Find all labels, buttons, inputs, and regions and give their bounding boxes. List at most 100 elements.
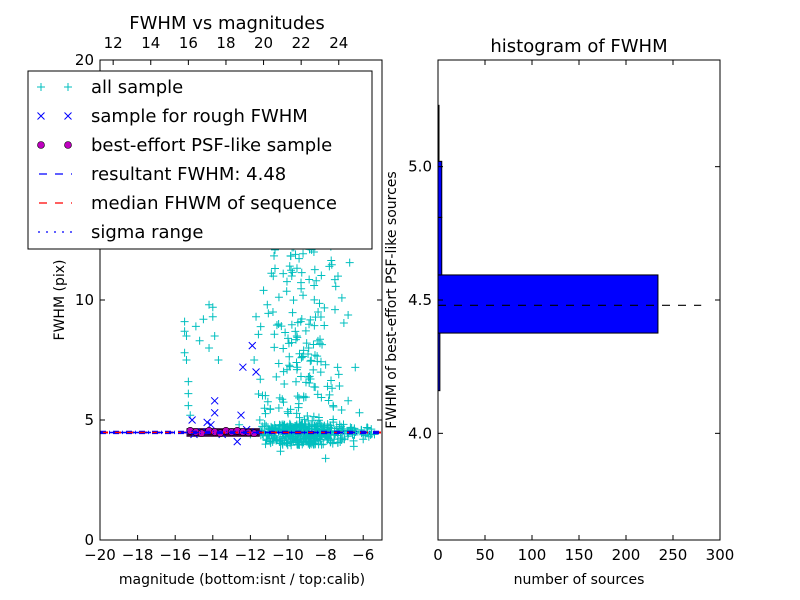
plus-marker [256,322,265,331]
plus-marker [293,440,302,449]
plus-marker [364,432,373,441]
plus-marker [261,440,270,449]
plus-marker [315,299,324,308]
plus-marker [274,359,283,368]
plus-marker [258,391,267,400]
top-x-tick-label: 16 [179,34,198,52]
plus-marker [289,296,298,305]
plus-marker [325,390,334,399]
histogram-bars [437,104,659,392]
plus-marker [261,409,270,418]
legend-label: all sample [91,77,183,98]
plus-marker [338,434,347,443]
plus-marker [214,356,223,364]
x-marker [210,408,219,417]
plus-marker [344,396,353,405]
plus-marker [345,258,354,267]
plus-marker [288,268,297,277]
plus-marker [195,336,204,345]
y-tick-label: 5.0 [408,158,432,176]
plus-marker [351,363,360,372]
histogram-xlabel: number of sources [514,572,645,588]
plus-marker [283,441,292,450]
top-x-tick-label: 24 [329,34,348,52]
y-tick-label: 20 [75,51,94,69]
plus-marker [334,370,343,379]
plus-marker [309,340,318,349]
plus-marker [316,419,325,428]
plus-marker [317,393,326,402]
plus-marker [266,404,275,413]
plus-marker [297,284,306,293]
plus-marker [310,281,319,290]
plus-marker [199,315,208,324]
plus-marker [344,310,353,319]
plus-marker [287,437,296,446]
x-tick-label: −10 [272,546,304,564]
legend-item: median FHWM of sequence [38,193,337,214]
plus-marker [287,320,296,329]
histogram-panel: 0 50 100 150 200 250 300 4.0 4.5 5.0 histogram of… [384,36,734,588]
plus-marker [184,401,193,410]
plus-marker [284,339,293,348]
plus-marker [270,343,279,352]
plus-marker [314,413,323,422]
plus-marker [283,439,292,448]
plus-marker [184,389,193,398]
plus-marker [313,390,322,399]
plus-marker [305,379,314,388]
plus-marker [259,286,268,295]
plus-marker [309,365,318,374]
plus-marker [295,413,304,422]
plus-marker [304,416,313,425]
plus-marker [293,363,302,372]
plus-marker [326,438,335,447]
plus-marker [311,440,320,449]
y-tick-label: 0 [84,531,94,549]
plus-marker [282,287,291,296]
plus-marker [268,437,277,446]
plus-marker [292,409,301,418]
plus-marker [281,328,290,337]
plus-marker [337,293,346,302]
plus-marker [254,330,263,339]
plus-marker [277,436,286,445]
plus-marker [306,357,315,366]
plus-marker [304,344,313,352]
x-marker [203,418,212,427]
plus-marker [329,401,338,410]
plus-marker [320,321,329,330]
plus-marker [274,404,283,413]
x-marker [248,341,257,350]
plus-marker [305,275,314,284]
legend-box [27,70,373,250]
plus-marker [319,424,328,433]
plus-marker [327,376,336,385]
plus-marker [263,300,272,309]
plus-marker [324,396,333,405]
x-tick-label: 300 [706,546,735,564]
plus-marker [326,421,335,430]
legend: all sample sample for rough FWHM best-effo… [27,70,373,250]
plus-marker [310,265,319,274]
plus-marker [297,315,306,324]
plus-marker [252,312,261,321]
x-marker [237,411,245,420]
plus-marker [283,365,292,374]
plus-marker [286,405,295,414]
scatter-title: FWHM vs magnitudes [129,13,324,34]
x-tick-label: 100 [518,546,547,564]
histogram-bar [437,160,443,218]
x-tick-label: 0 [433,546,443,564]
plus-marker [274,293,283,302]
scatter-ylabel: FWHM (pix) [52,260,68,341]
plus-marker [235,420,244,429]
plus-marker [255,416,264,424]
plus-marker [270,330,279,339]
plus-marker [337,405,346,414]
plus-marker [312,432,321,441]
plus-marker [316,368,325,377]
plus-marker [306,375,315,384]
plus-marker [285,262,294,271]
